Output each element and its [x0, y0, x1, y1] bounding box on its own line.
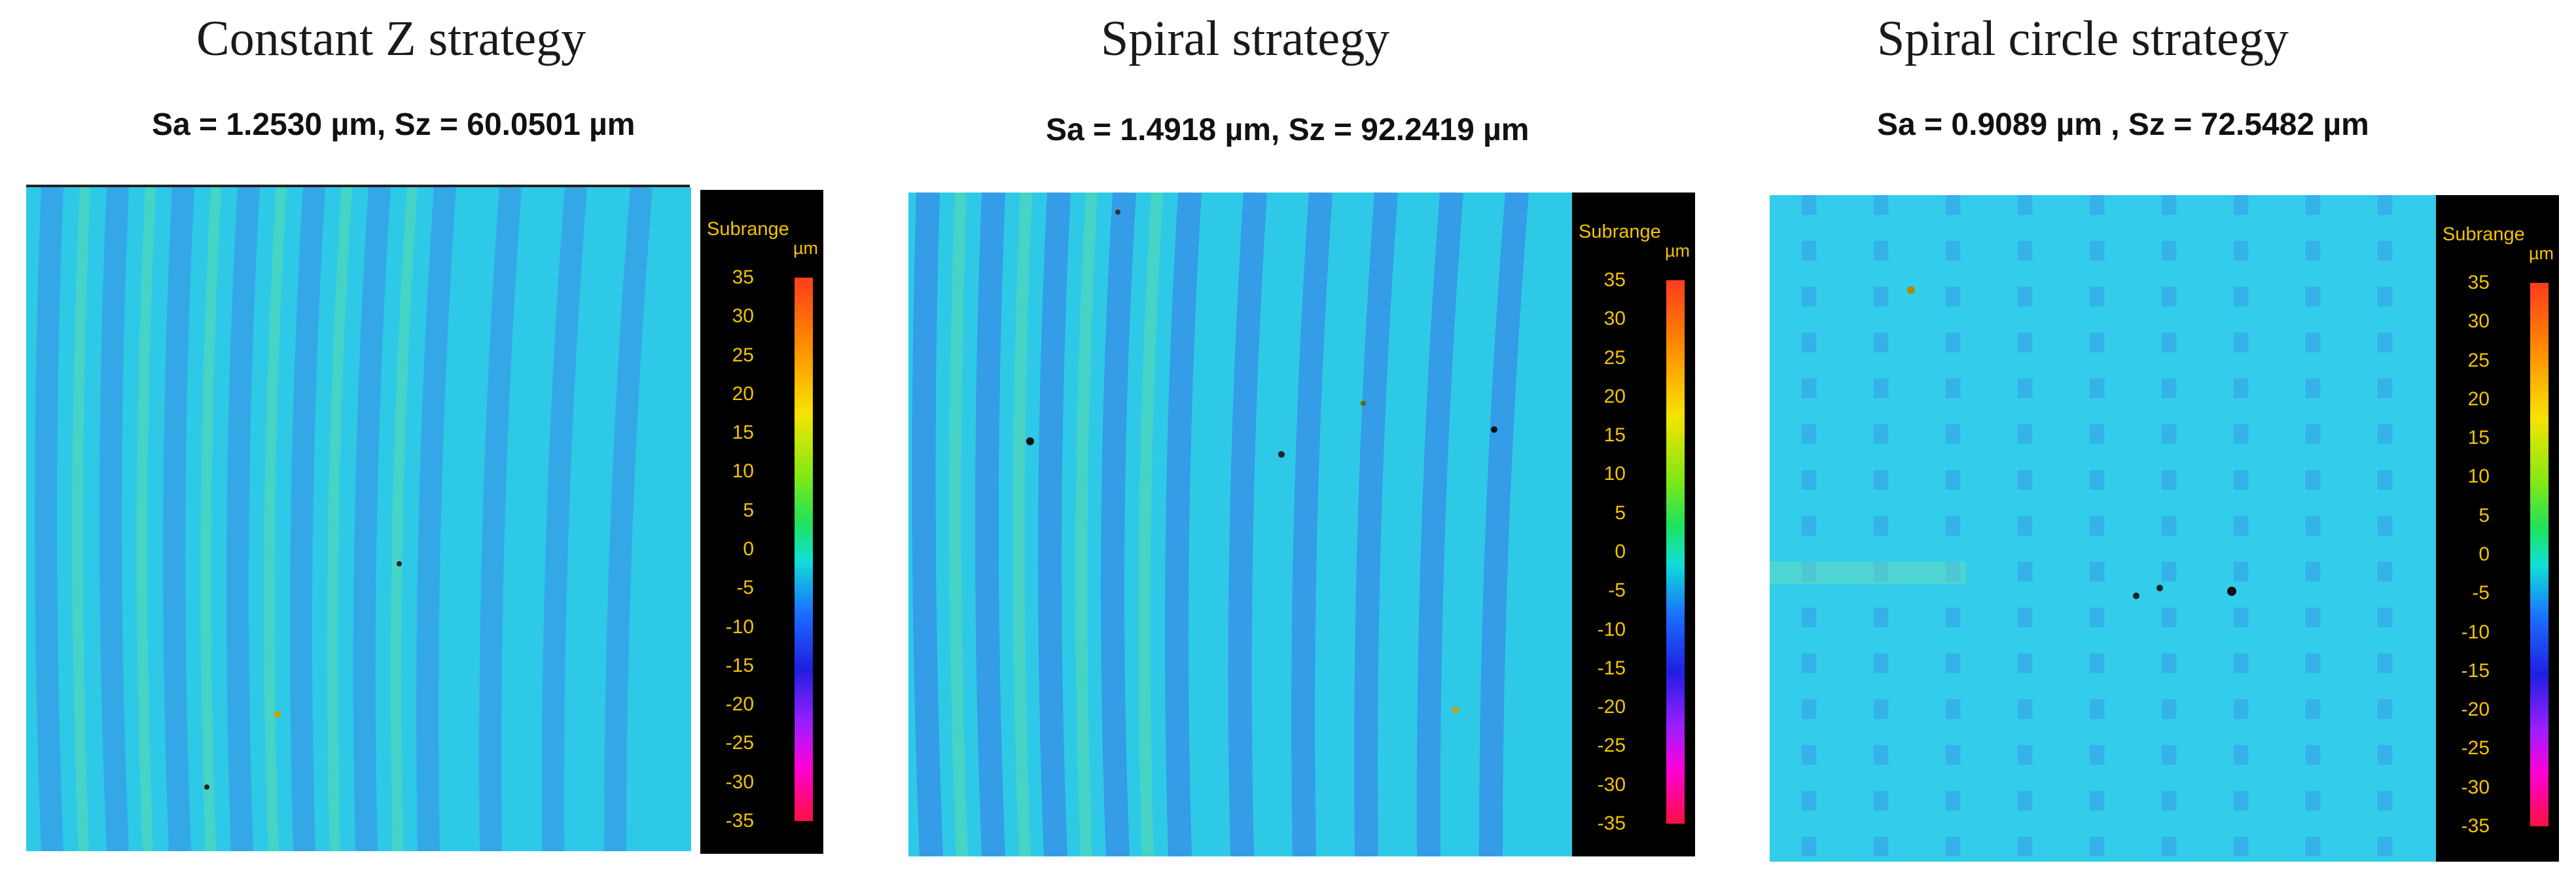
colorbar-tick-label: 10	[2467, 466, 2490, 488]
roughness-values: Sa = 1.2530 µm, Sz = 60.0501 µm	[152, 107, 635, 142]
panel-title: Constant Z strategy	[196, 11, 586, 66]
colorbar-tick-label: 10	[732, 460, 754, 483]
colorbar-gradient	[795, 278, 813, 821]
colorbar-tick-label: 30	[732, 305, 754, 327]
colorbar-label: Subrange	[707, 219, 789, 240]
colorbar-tick-label: 5	[2478, 504, 2490, 526]
colorbar-tick-label: -15	[1597, 657, 1626, 679]
colorbar-gradient	[1666, 280, 1685, 824]
colorbar-unit: µm	[1664, 241, 1690, 261]
colorbar-tick-label: -20	[725, 693, 754, 716]
colorbar-tick-label: -5	[1608, 579, 1626, 602]
colorbar-unit: µm	[793, 238, 818, 258]
colorbar-tick-label: 0	[743, 538, 754, 560]
surface-map	[908, 192, 1572, 856]
colorbar-tick-label: -15	[2461, 659, 2490, 682]
colorbar-tick-label: 25	[2467, 349, 2490, 371]
colorbar-tick-label: -25	[2461, 737, 2490, 760]
colorbar-unit: µm	[2528, 244, 2554, 263]
colorbar-tick-label: -5	[736, 577, 754, 599]
colorbar-gradient	[2530, 283, 2549, 826]
colorbar-tick-label: 20	[1603, 385, 1626, 407]
colorbar-tick-label: -35	[725, 810, 754, 832]
colorbar-tick-label: -5	[2472, 582, 2490, 604]
colorbar-tick-label: 30	[1603, 308, 1626, 330]
colorbar-tick-label: -10	[1597, 618, 1626, 640]
roughness-values: Sa = 1.4918 µm, Sz = 92.2419 µm	[1046, 113, 1530, 147]
surface-texture	[1770, 195, 2392, 862]
colorbar: Subrange µm 35 30 25 20 15 10 5 0 -5 -10 -15 -20 -25…	[2436, 195, 2559, 862]
colorbar-tick-label: 35	[732, 266, 754, 288]
colorbar-tick-label: 20	[732, 382, 754, 405]
colorbar-tick-label: 15	[732, 422, 754, 444]
colorbar-tick-label: 35	[2467, 272, 2490, 293]
colorbar: Subrange µm 35 30 25 20 15 10 5 0 -5 -10 -15 -20 -25…	[700, 190, 823, 854]
colorbar-tick-label: 10	[1603, 463, 1626, 485]
colorbar-tick-label: 5	[1615, 502, 1626, 524]
divider	[26, 185, 690, 187]
colorbar-label: Subrange	[1579, 221, 1661, 242]
surface-map	[1770, 195, 2436, 862]
colorbar-tick-label: 15	[2467, 427, 2490, 449]
colorbar-tick-label: -35	[2461, 815, 2490, 837]
colorbar-tick-label: 30	[2467, 310, 2490, 333]
colorbar-tick-label: 0	[2478, 543, 2490, 565]
roughness-values: Sa = 0.9089 µm , Sz = 72.5482 µm	[1877, 107, 2369, 142]
colorbar-tick-label: -15	[725, 654, 754, 676]
panel-title: Spiral circle strategy	[1877, 11, 2289, 66]
surface-texture	[35, 187, 653, 851]
colorbar-tick-label: 15	[1603, 424, 1626, 447]
colorbar-tick-label: -25	[725, 732, 754, 754]
surface-map	[26, 187, 691, 851]
colorbar-tick-label: -30	[2461, 776, 2490, 798]
surface-texture	[912, 192, 1529, 856]
colorbar-tick-label: -35	[1597, 813, 1626, 834]
colorbar-tick-label: -20	[2461, 699, 2490, 721]
colorbar-tick-label: 35	[1603, 269, 1626, 291]
colorbar-tick-label: -20	[1597, 696, 1626, 718]
colorbar-tick-label: -30	[725, 771, 754, 793]
colorbar-tick-label: -30	[1597, 773, 1626, 796]
panel-title: Spiral strategy	[1101, 11, 1390, 66]
colorbar-label: Subrange	[2442, 224, 2525, 245]
colorbar-tick-label: -10	[2461, 621, 2490, 643]
colorbar-tick-label: 25	[732, 344, 754, 366]
colorbar-tick-label: -25	[1597, 735, 1626, 757]
colorbar-tick-label: 20	[2467, 388, 2490, 410]
colorbar-tick-label: -10	[725, 615, 754, 638]
colorbar-tick-label: 25	[1603, 346, 1626, 369]
colorbar: Subrange µm 35 30 25 20 15 10 5 0 -5 -10 -15 -20 -25…	[1572, 192, 1695, 856]
colorbar-tick-label: 0	[1615, 541, 1626, 562]
colorbar-tick-label: 5	[743, 499, 754, 521]
